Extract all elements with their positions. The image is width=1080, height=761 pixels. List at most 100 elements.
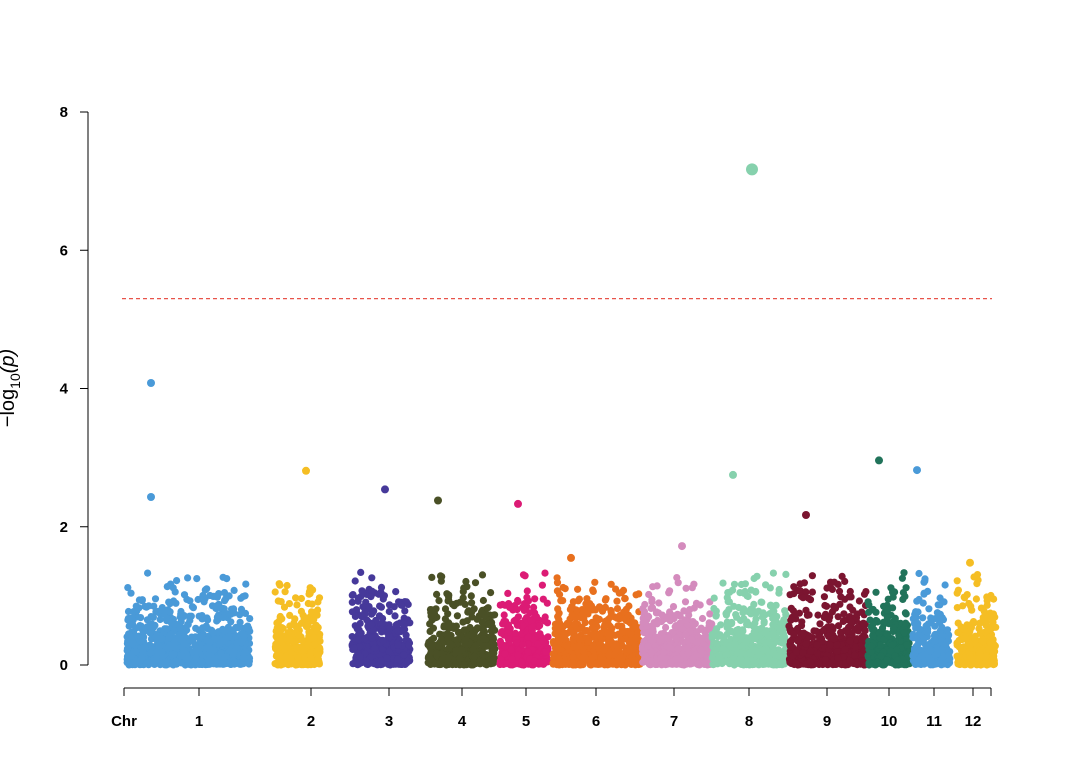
snp-point <box>273 641 281 649</box>
snp-point <box>690 621 698 629</box>
snp-point <box>802 606 810 614</box>
snp-point <box>286 635 294 643</box>
snp-point <box>883 656 891 664</box>
snp-point <box>283 581 291 590</box>
snp-point <box>383 654 391 662</box>
snp-point <box>238 638 246 647</box>
snp-point <box>246 615 254 623</box>
snp-point <box>894 656 902 664</box>
snp-point <box>820 593 829 601</box>
snp-point <box>574 585 582 593</box>
snp-point <box>610 651 618 659</box>
snp-point <box>555 609 563 617</box>
snp-point <box>242 624 250 632</box>
snp-point <box>304 661 312 669</box>
snp-point <box>531 595 539 603</box>
snp-point <box>769 621 777 629</box>
snp-point <box>152 656 160 664</box>
snp-point <box>241 609 250 618</box>
snp-point <box>847 618 855 626</box>
snp-point <box>846 603 854 611</box>
snp-point <box>689 654 698 663</box>
snp-point <box>363 657 371 666</box>
snp-point <box>861 627 869 635</box>
snp-point <box>618 636 626 644</box>
snp-point <box>158 648 166 656</box>
snp-point <box>581 619 589 627</box>
snp-point <box>159 606 167 614</box>
snp-point <box>385 607 393 616</box>
snp-point <box>589 630 597 639</box>
snp-point <box>404 657 412 665</box>
snp-point <box>786 591 794 599</box>
snp-point <box>665 589 673 597</box>
snp-point <box>729 586 737 594</box>
snp-point <box>180 640 188 648</box>
snp-point <box>864 598 872 606</box>
snp-point <box>840 610 848 618</box>
snp-point <box>782 570 790 579</box>
snp-point <box>361 634 369 643</box>
snp-point <box>242 648 250 656</box>
snp-point <box>350 644 358 652</box>
snp-point <box>123 659 131 667</box>
snp-point <box>355 636 363 644</box>
snp-point <box>647 604 655 613</box>
snp-point <box>391 612 399 620</box>
snp-point <box>349 660 357 668</box>
snp-point <box>310 634 318 642</box>
snp-point <box>146 629 154 637</box>
snp-point <box>519 641 527 649</box>
snp-point <box>605 631 613 640</box>
snp-point <box>506 603 514 612</box>
snp-point <box>375 590 383 598</box>
snp-point <box>287 649 295 657</box>
snp-point <box>816 634 824 642</box>
snp-point <box>759 609 767 617</box>
snp-point <box>518 658 526 667</box>
snp-point <box>821 601 829 610</box>
snp-point <box>760 619 768 627</box>
snp-point <box>311 640 319 648</box>
snp-point <box>460 584 468 592</box>
snp-point <box>140 627 148 635</box>
snp-point <box>834 654 842 662</box>
snp-point <box>741 580 750 588</box>
snp-point <box>441 605 450 613</box>
snp-point <box>500 611 508 619</box>
snp-point <box>453 612 461 620</box>
snp-point <box>802 640 810 648</box>
snp-point <box>889 588 897 596</box>
snp-point <box>316 637 324 645</box>
snp-point <box>313 627 321 635</box>
snp-point <box>672 634 680 642</box>
snp-point <box>641 600 649 609</box>
snp-point <box>361 610 369 618</box>
snp-point <box>539 637 547 645</box>
snp-point <box>941 581 949 589</box>
snp-point <box>769 569 778 577</box>
snp-point <box>239 654 247 662</box>
snp-point <box>383 660 391 668</box>
snp-point <box>682 660 690 668</box>
snp-point <box>674 645 682 653</box>
snp-point <box>867 642 876 650</box>
snp-point <box>220 657 228 666</box>
snp-point <box>271 588 279 596</box>
snp-point <box>900 629 909 637</box>
snp-point <box>400 651 408 659</box>
snp-point <box>793 648 801 656</box>
snp-point <box>883 606 892 614</box>
snp-point <box>441 615 449 623</box>
snp-point <box>536 659 544 667</box>
snp-point <box>240 632 248 640</box>
snp-point <box>163 583 171 591</box>
snp-point <box>177 617 185 626</box>
snp-point <box>632 634 640 643</box>
snp-point <box>386 624 394 632</box>
snp-point <box>800 579 809 587</box>
snp-point <box>862 588 870 596</box>
snp-point <box>230 586 238 595</box>
snp-point <box>589 586 597 594</box>
snp-point <box>173 577 181 585</box>
